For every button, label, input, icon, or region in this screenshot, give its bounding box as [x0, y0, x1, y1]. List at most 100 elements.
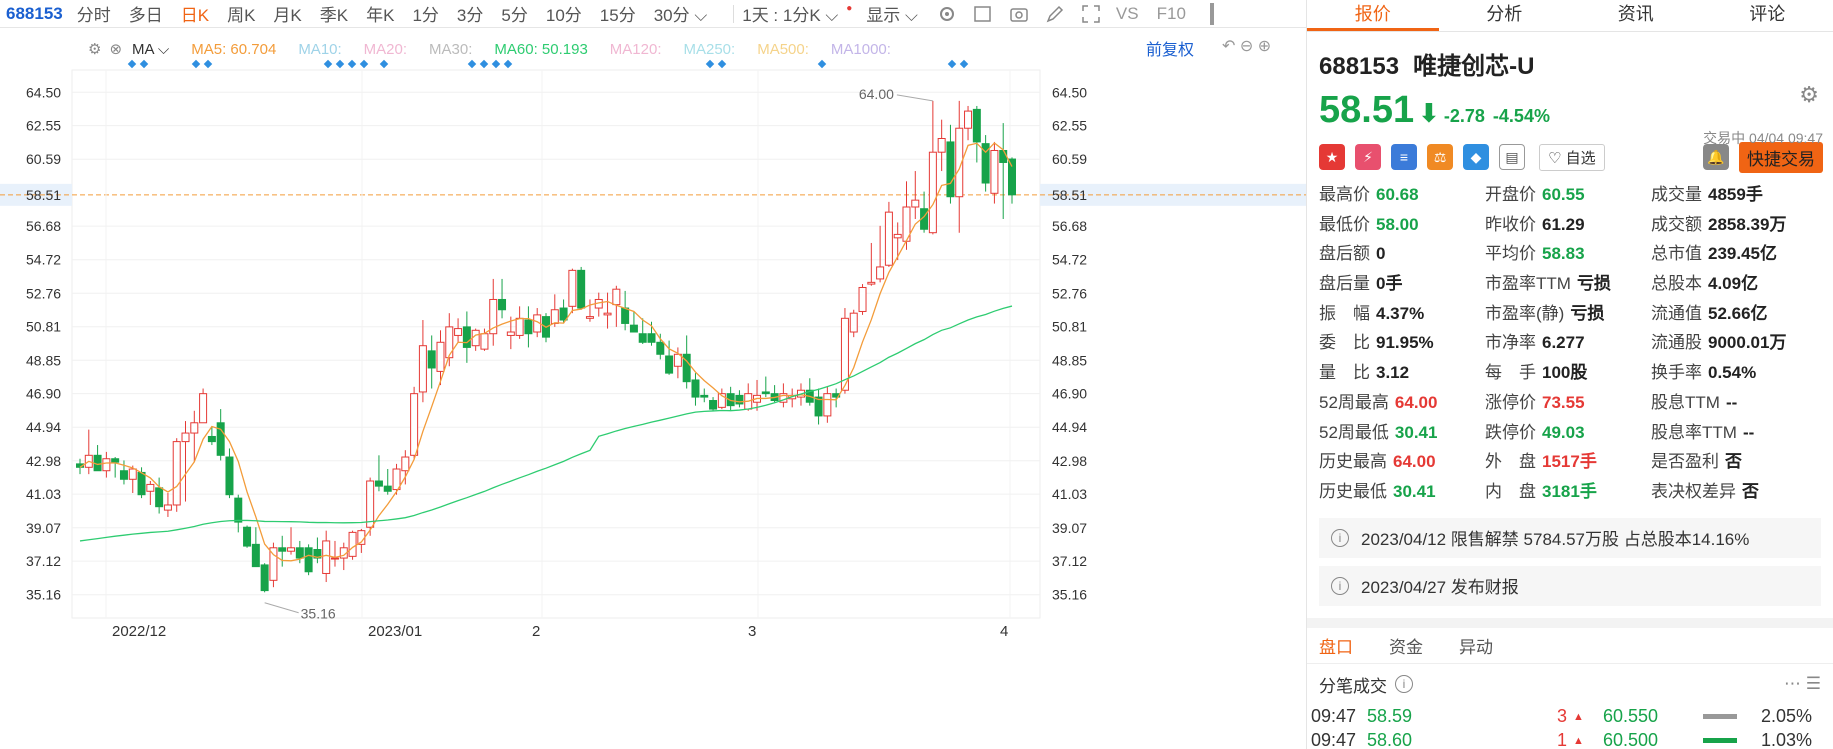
vs-button[interactable]: VS	[1115, 3, 1139, 23]
y-tick-label: 48.85	[26, 352, 61, 368]
display-select[interactable]: 显示 ⌵	[866, 6, 918, 25]
candle-body	[1008, 158, 1016, 196]
tab-capital[interactable]: 资金	[1389, 637, 1423, 657]
event-marker	[705, 59, 715, 69]
stat-label: 成交量	[1651, 185, 1702, 204]
period-tab[interactable]: 月K	[273, 6, 302, 25]
settings-icon[interactable]	[936, 3, 958, 25]
china-flag-icon[interactable]: ★	[1319, 144, 1345, 170]
period-tab[interactable]: 5分	[501, 6, 528, 25]
period-tab[interactable]: 周K	[227, 6, 256, 25]
notice-unlock[interactable]: i 2023/04/12 限售解禁 5784.57万股 占总股本14.16%	[1319, 517, 1821, 558]
candle-body	[884, 211, 893, 266]
period-tab[interactable]: 分时	[76, 6, 111, 25]
stat-label: 开盘价	[1485, 185, 1536, 204]
stat-value: 6.277	[1542, 333, 1585, 353]
stat-item: 外 盘 1517手	[1485, 447, 1651, 472]
scale-icon[interactable]: ⚖	[1427, 144, 1453, 170]
kline-chart-area[interactable]: ⚙ ⊗ MA ⌵ MA5: 60.704 MA10: MA20: MA30: M…	[0, 28, 1306, 749]
stat-label: 52周最低	[1319, 422, 1389, 442]
tab-quote[interactable]: 报价	[1307, 0, 1439, 31]
candle-body	[489, 298, 498, 335]
period-tab[interactable]: 年K	[366, 6, 395, 25]
draw-icon[interactable]	[1044, 3, 1066, 25]
stat-item: 总股本 4.09亿	[1651, 269, 1831, 294]
candle-body	[322, 540, 331, 574]
add-watchlist-button[interactable]: ♡ 自选	[1539, 143, 1605, 171]
more-icon[interactable]: ⋯ ☰	[1784, 674, 1821, 694]
ma250-label: MA250:	[683, 40, 736, 58]
period-tab[interactable]: 3分	[456, 6, 484, 25]
candle-body	[436, 341, 445, 372]
period-tab[interactable]: 30分 ⌵	[653, 6, 708, 25]
settings-icon[interactable]: ⚙	[88, 41, 102, 58]
stat-label: 是否盈利	[1651, 452, 1719, 472]
candle-body	[981, 143, 990, 184]
price-change: -2.78	[1443, 106, 1485, 126]
stat-label: 股息率TTM	[1651, 422, 1737, 442]
high-label: 64.00	[859, 86, 894, 102]
candle-body	[427, 350, 436, 369]
fullscreen-icon[interactable]	[1080, 3, 1102, 25]
ma60-line	[79, 305, 1013, 542]
panel-stock-code: 688153	[1319, 53, 1400, 80]
current-price-label: 58.51	[26, 187, 61, 203]
flash-icon[interactable]: ⚡	[1355, 144, 1381, 170]
tick-pct: 1.03%	[1761, 730, 1813, 749]
candle-body	[225, 456, 234, 496]
panel-toggle-icon[interactable]	[1209, 2, 1214, 25]
period-tab[interactable]: 多日	[128, 6, 163, 25]
quick-trade-button[interactable]: 快捷交易	[1739, 141, 1823, 173]
candle-body	[990, 149, 999, 194]
event-marker	[717, 59, 727, 69]
stat-label: 市净率	[1485, 333, 1536, 353]
info-icon[interactable]: i	[1395, 675, 1413, 694]
camera-icon[interactable]	[1008, 3, 1030, 25]
period-tab[interactable]: 季K	[319, 6, 349, 25]
chart-controls-icon[interactable]: ↶ ⊖ ⊕	[1222, 38, 1272, 55]
mode-select[interactable]: 1天 : 1分K ⌵	[742, 6, 839, 25]
candle-body	[559, 307, 568, 321]
layout-icon[interactable]	[972, 3, 994, 25]
tab-orderbook[interactable]: 盘口	[1319, 637, 1353, 657]
note-icon[interactable]: ▤	[1499, 144, 1525, 170]
candle-body	[190, 422, 199, 434]
candle-body	[278, 547, 287, 552]
f10-button[interactable]: F10	[1156, 3, 1186, 23]
y-tick-label: 37.12	[26, 553, 61, 569]
notice-report[interactable]: i 2023/04/27 发布财报	[1319, 565, 1821, 606]
stat-label: 每 手	[1485, 363, 1536, 383]
candle-body	[462, 326, 471, 348]
database-icon[interactable]: ≡	[1391, 144, 1417, 170]
period-tab[interactable]: 日K	[180, 6, 210, 25]
y-tick-label: 41.03	[1052, 486, 1087, 502]
tab-abnormal[interactable]: 异动	[1459, 637, 1493, 657]
y-tick-label: 52.76	[26, 285, 61, 301]
adjust-select[interactable]: 前复权	[1146, 42, 1195, 59]
stat-label: 内 盘	[1485, 481, 1536, 501]
stat-item: 市盈率TTM 亏损	[1485, 269, 1651, 294]
tab-news[interactable]: 资讯	[1617, 4, 1654, 24]
action-icons: ★ ⚡ ≡ ⚖ ◆ ▤ ♡ 自选 🔔 快捷交易	[1307, 141, 1833, 173]
stat-label: 流通股	[1651, 333, 1702, 353]
y-tick-label: 52.76	[1052, 285, 1087, 301]
period-tab[interactable]: 10分	[545, 6, 582, 25]
period-tab[interactable]: 1分	[412, 6, 439, 25]
stock-code[interactable]: 688153	[6, 3, 63, 23]
indicator-select[interactable]: MA ⌵	[132, 40, 170, 58]
candle-body	[726, 393, 735, 407]
stat-item: 总市值 239.45亿	[1651, 239, 1831, 264]
candlestick-chart[interactable]: 64.50 64.50 62.55 62.55 60.59 60.59 58.51 58.51…	[0, 28, 1306, 749]
tab-analysis[interactable]: 分析	[1486, 4, 1523, 24]
bell-icon[interactable]: 🔔	[1703, 144, 1729, 170]
event-marker	[379, 59, 389, 69]
close-icon[interactable]: ⊗	[109, 41, 123, 58]
gear-icon[interactable]: ⚙	[1799, 82, 1819, 107]
tab-comments[interactable]: 评论	[1749, 4, 1786, 24]
stat-value: 52.66亿	[1708, 303, 1768, 323]
period-tab[interactable]: 15分	[599, 6, 636, 25]
stat-label: 换手率	[1651, 363, 1702, 383]
candle-body	[621, 307, 630, 324]
tag-icon[interactable]: ◆	[1463, 144, 1489, 170]
stock-title: 688153 唯捷创芯-U	[1319, 46, 1823, 81]
